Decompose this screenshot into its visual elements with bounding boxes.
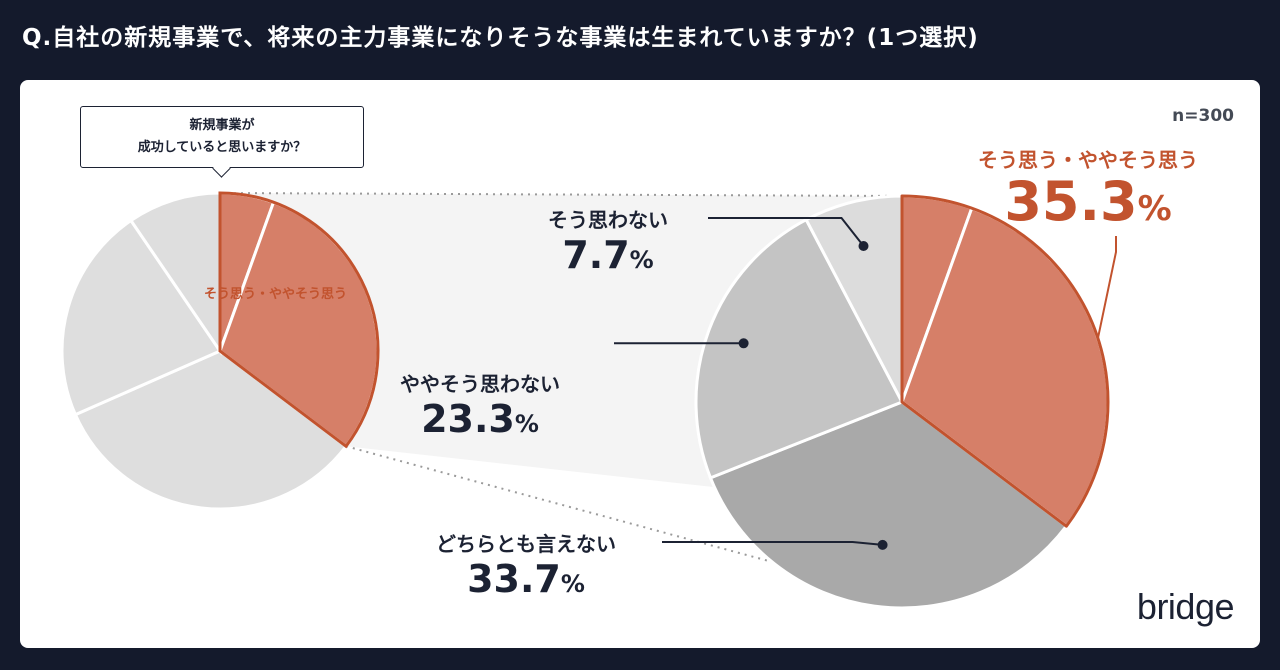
pie-chart-canvas <box>60 191 1117 610</box>
label-positive-total-name: そう思う・ややそう思う <box>978 148 1198 172</box>
label-neutral-unit: % <box>560 570 585 598</box>
leader-lines <box>614 217 1117 550</box>
big-pie-positive-outline <box>900 194 1110 528</box>
small-pie-gray-slice-3 <box>128 191 222 356</box>
question-title: Q.自社の新規事業で、将来の主力事業になりそうな事業は生まれていますか？(1つ選… <box>22 25 979 51</box>
label-somewhat-negative-unit: % <box>514 410 539 438</box>
label-somewhat-negative: ややそう思わない 23.3% <box>400 368 560 446</box>
label-negative-name: そう思わない <box>548 208 668 232</box>
small-pie-gray-slice-1 <box>73 349 349 511</box>
sample-size: n=300 <box>1172 106 1234 126</box>
big-pie-slice-3 <box>708 400 1069 610</box>
label-neutral-name: どちらとも言えない <box>436 532 616 556</box>
chart-panel: n=300 新規事業が 成功していると思いますか？ そう思う・ややそう思う そう… <box>20 80 1260 648</box>
small-pie-label: そう思う・ややそう思う <box>204 287 348 302</box>
callout-line-2: 成功していると思いますか？ <box>137 140 307 155</box>
label-positive-total-value: 35.3 <box>1004 170 1138 233</box>
leader-line-positive <box>1096 236 1117 339</box>
leader-line-neutral <box>662 541 883 546</box>
label-negative-value: 7.7 <box>562 233 630 277</box>
zoom-guide-bottom <box>345 445 877 592</box>
small-pie <box>60 191 380 511</box>
label-negative-unit: % <box>629 246 654 274</box>
label-neutral: どちらとも言えない 33.7% <box>436 528 616 606</box>
label-positive-total: そう思う・ややそう思う 35.3% <box>978 144 1198 238</box>
label-negative: そう思わない 7.7% <box>548 204 668 282</box>
big-pie <box>694 194 1110 610</box>
callout-line-1: 新規事業が <box>189 118 255 133</box>
big-pie-slice-4 <box>694 217 905 480</box>
small-pie-positive-outline <box>218 191 380 449</box>
label-neutral-value: 33.7 <box>467 557 561 601</box>
callout-box: 新規事業が 成功していると思いますか？ <box>80 106 364 168</box>
leader-line-negative <box>708 217 865 247</box>
small-pie-gray-slice-2 <box>60 218 223 417</box>
zoom-guide-top <box>219 192 903 197</box>
brand-logo: bridge <box>1136 586 1235 627</box>
label-positive-total-unit: % <box>1137 189 1172 229</box>
label-somewhat-negative-name: ややそう思わない <box>400 372 560 396</box>
label-somewhat-negative-value: 23.3 <box>421 397 515 441</box>
